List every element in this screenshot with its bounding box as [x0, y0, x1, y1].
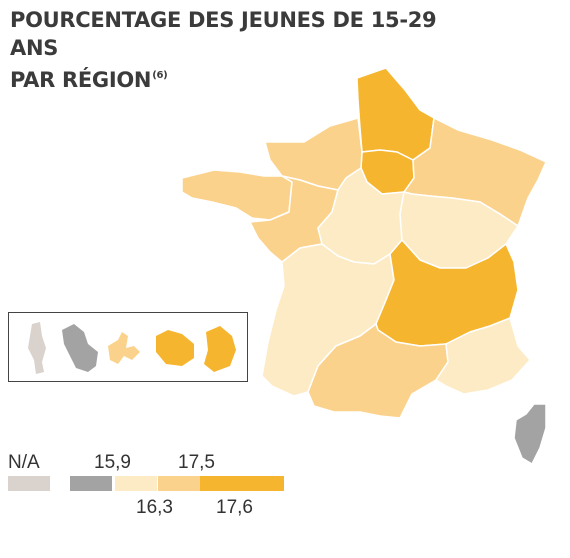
- region-corse[interactable]: [513, 403, 547, 465]
- legend-label-17-6: 17,6: [216, 497, 253, 518]
- region-mayotte[interactable]: [28, 322, 46, 374]
- legend-swatch-na: [8, 476, 50, 491]
- legend-label-17-5: 17,5: [178, 452, 215, 473]
- legend-swatch-4: [200, 476, 242, 491]
- overseas-inset-frame: [8, 312, 248, 382]
- region-la-reunion[interactable]: [156, 330, 194, 366]
- map-title: POURCENTAGE DES JEUNES DE 15-29 ANS PAR …: [10, 6, 480, 94]
- region-bretagne[interactable]: [181, 169, 293, 221]
- region-paca[interactable]: [435, 317, 531, 395]
- legend-swatch-2: [115, 476, 157, 491]
- region-hauts-de-france[interactable]: [356, 67, 435, 161]
- legend-na-label: N/A: [8, 452, 40, 473]
- legend-label-15-9: 15,9: [94, 452, 131, 473]
- title-line-2: PAR RÉGION(6): [10, 62, 480, 94]
- title-line-1: POURCENTAGE DES JEUNES DE 15-29 ANS: [10, 8, 437, 60]
- title-line-2-text: PAR RÉGION: [10, 68, 152, 92]
- legend-label-16-3: 16,3: [136, 497, 173, 518]
- legend-swatch-4b: [242, 476, 284, 491]
- title-footnote: (6): [152, 70, 168, 81]
- region-martinique[interactable]: [62, 324, 98, 372]
- legend-swatch-1: [70, 476, 112, 491]
- region-guadeloupe[interactable]: [108, 332, 140, 364]
- region-guyane[interactable]: [204, 326, 236, 372]
- legend-swatch-3: [158, 476, 200, 491]
- region-occitanie[interactable]: [307, 323, 449, 419]
